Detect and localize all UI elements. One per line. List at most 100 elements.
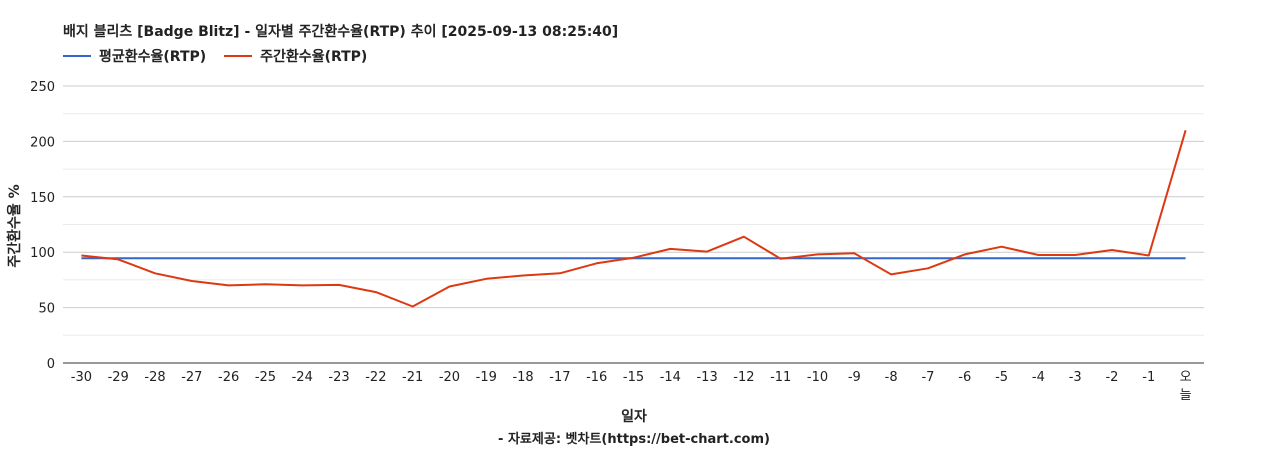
x-tick-label: -10	[807, 370, 828, 385]
legend-label-average: 평균환수율(RTP)	[99, 49, 207, 65]
x-tick-label: -19	[476, 370, 497, 385]
data-point-series-1	[999, 244, 1005, 250]
x-tick-label: -26	[218, 370, 239, 385]
legend-item-average[interactable]: 평균환수율(RTP)	[63, 46, 206, 66]
data-point-series-1	[410, 303, 416, 309]
data-point-series-1	[520, 272, 526, 278]
data-point-series-1	[262, 281, 268, 287]
data-point-series-1	[336, 282, 342, 288]
data-point-series-1	[741, 234, 747, 240]
data-point-series-1	[446, 284, 452, 290]
y-tick-label: 200	[30, 135, 55, 150]
x-tick-label: -23	[328, 370, 349, 385]
legend-label-weekly: 주간환수율(RTP)	[260, 49, 368, 65]
data-point-series-1	[667, 246, 673, 252]
x-tick-label: -14	[660, 370, 681, 385]
data-point-series-1	[888, 271, 894, 277]
x-tick-label: -16	[586, 370, 607, 385]
y-tick-label: 0	[47, 357, 55, 372]
y-axis-ticks: 0 50 100 150 200 250	[30, 80, 55, 372]
x-tick-label: -1	[1142, 370, 1155, 385]
data-point-series-1	[78, 253, 84, 259]
x-tick-label: -22	[365, 370, 386, 385]
y-tick-label: 100	[30, 246, 55, 261]
data-point-series-1	[851, 250, 857, 256]
data-point-series-1	[815, 251, 821, 257]
x-tick-label: -4	[1032, 370, 1045, 385]
data-point-series-1	[189, 278, 195, 284]
x-tick-label: -8	[885, 370, 898, 385]
y-tick-label: 150	[30, 191, 55, 206]
data-point-series-0	[557, 255, 563, 261]
data-point-series-0	[1109, 255, 1115, 261]
data-point-series-1	[925, 265, 931, 271]
data-point-series-0	[262, 255, 268, 261]
chart-legend: 평균환수율(RTP) 주간환수율(RTP)	[63, 46, 385, 66]
series-line-1	[81, 130, 1187, 308]
data-point-series-0	[999, 255, 1005, 261]
data-point-series-0	[741, 255, 747, 261]
x-tick-label: -2	[1105, 370, 1118, 385]
x-tick-label: -28	[144, 370, 165, 385]
x-tick-label: -25	[255, 370, 276, 385]
x-tick-label: -17	[549, 370, 570, 385]
data-point-series-0	[520, 255, 526, 261]
data-point-series-1	[152, 270, 158, 276]
x-tick-label: -6	[958, 370, 971, 385]
x-tick-label: -29	[108, 370, 129, 385]
data-point-series-1	[1072, 252, 1078, 258]
data-point-series-1	[1035, 252, 1041, 258]
data-point-series-0	[888, 255, 894, 261]
data-point-series-0	[925, 255, 931, 261]
x-axis-label: 일자	[621, 409, 647, 425]
data-point-series-1	[1183, 127, 1189, 133]
data-point-series-0	[1183, 255, 1189, 261]
gridlines	[63, 85, 1204, 364]
y-tick-label: 250	[30, 80, 55, 95]
y-axis-label: 주간환수율 %	[7, 184, 23, 268]
data-point-series-0	[189, 255, 195, 261]
data-point-series-1	[226, 282, 232, 288]
x-tick-label: -21	[402, 370, 423, 385]
data-point-series-0	[152, 255, 158, 261]
data-point-series-1	[962, 251, 968, 257]
data-point-series-1	[557, 270, 563, 276]
data-point-series-0	[373, 255, 379, 261]
data-source: - 자료제공: 벳차트(https://bet-chart.com)	[498, 432, 770, 447]
x-tick-label: -7	[921, 370, 934, 385]
x-tick-label: -18	[512, 370, 533, 385]
data-point-series-0	[667, 255, 673, 261]
legend-item-weekly[interactable]: 주간환수율(RTP)	[224, 46, 367, 66]
data-point-series-1	[483, 276, 489, 282]
x-tick-label: -24	[292, 370, 313, 385]
data-point-series-0	[483, 255, 489, 261]
x-tick-label: -13	[696, 370, 717, 385]
chart-title: 배지 블리츠 [Badge Blitz] - 일자별 주간환수율(RTP) 추이…	[63, 24, 619, 40]
x-tick-label: -3	[1069, 370, 1082, 385]
data-point-series-1	[778, 256, 784, 262]
data-point-series-0	[299, 255, 305, 261]
series-lines	[81, 130, 1187, 308]
legend-swatch-average	[63, 55, 91, 57]
x-axis-ticks: -30 -29 -28 -27 -26 -25 -24 -23 -22 -21 -20 -19 -18 -…	[71, 370, 1192, 403]
data-point-series-1	[594, 260, 600, 266]
data-point-series-0	[336, 255, 342, 261]
data-point-series-0	[226, 255, 232, 261]
x-tick-label: -27	[181, 370, 202, 385]
x-tick-label: -12	[733, 370, 754, 385]
x-tick-label: -5	[995, 370, 1008, 385]
x-tick-label: -15	[623, 370, 644, 385]
x-tick-label: -20	[439, 370, 460, 385]
data-point-series-1	[299, 282, 305, 288]
data-point-series-1	[631, 255, 637, 261]
y-tick-label: 50	[38, 302, 55, 317]
data-point-series-1	[115, 256, 121, 262]
data-point-series-0	[410, 255, 416, 261]
x-tick-label: -9	[848, 370, 861, 385]
data-point-series-1	[704, 249, 710, 255]
data-point-series-1	[1109, 247, 1115, 253]
data-point-series-1	[373, 289, 379, 295]
legend-swatch-weekly	[224, 55, 253, 57]
